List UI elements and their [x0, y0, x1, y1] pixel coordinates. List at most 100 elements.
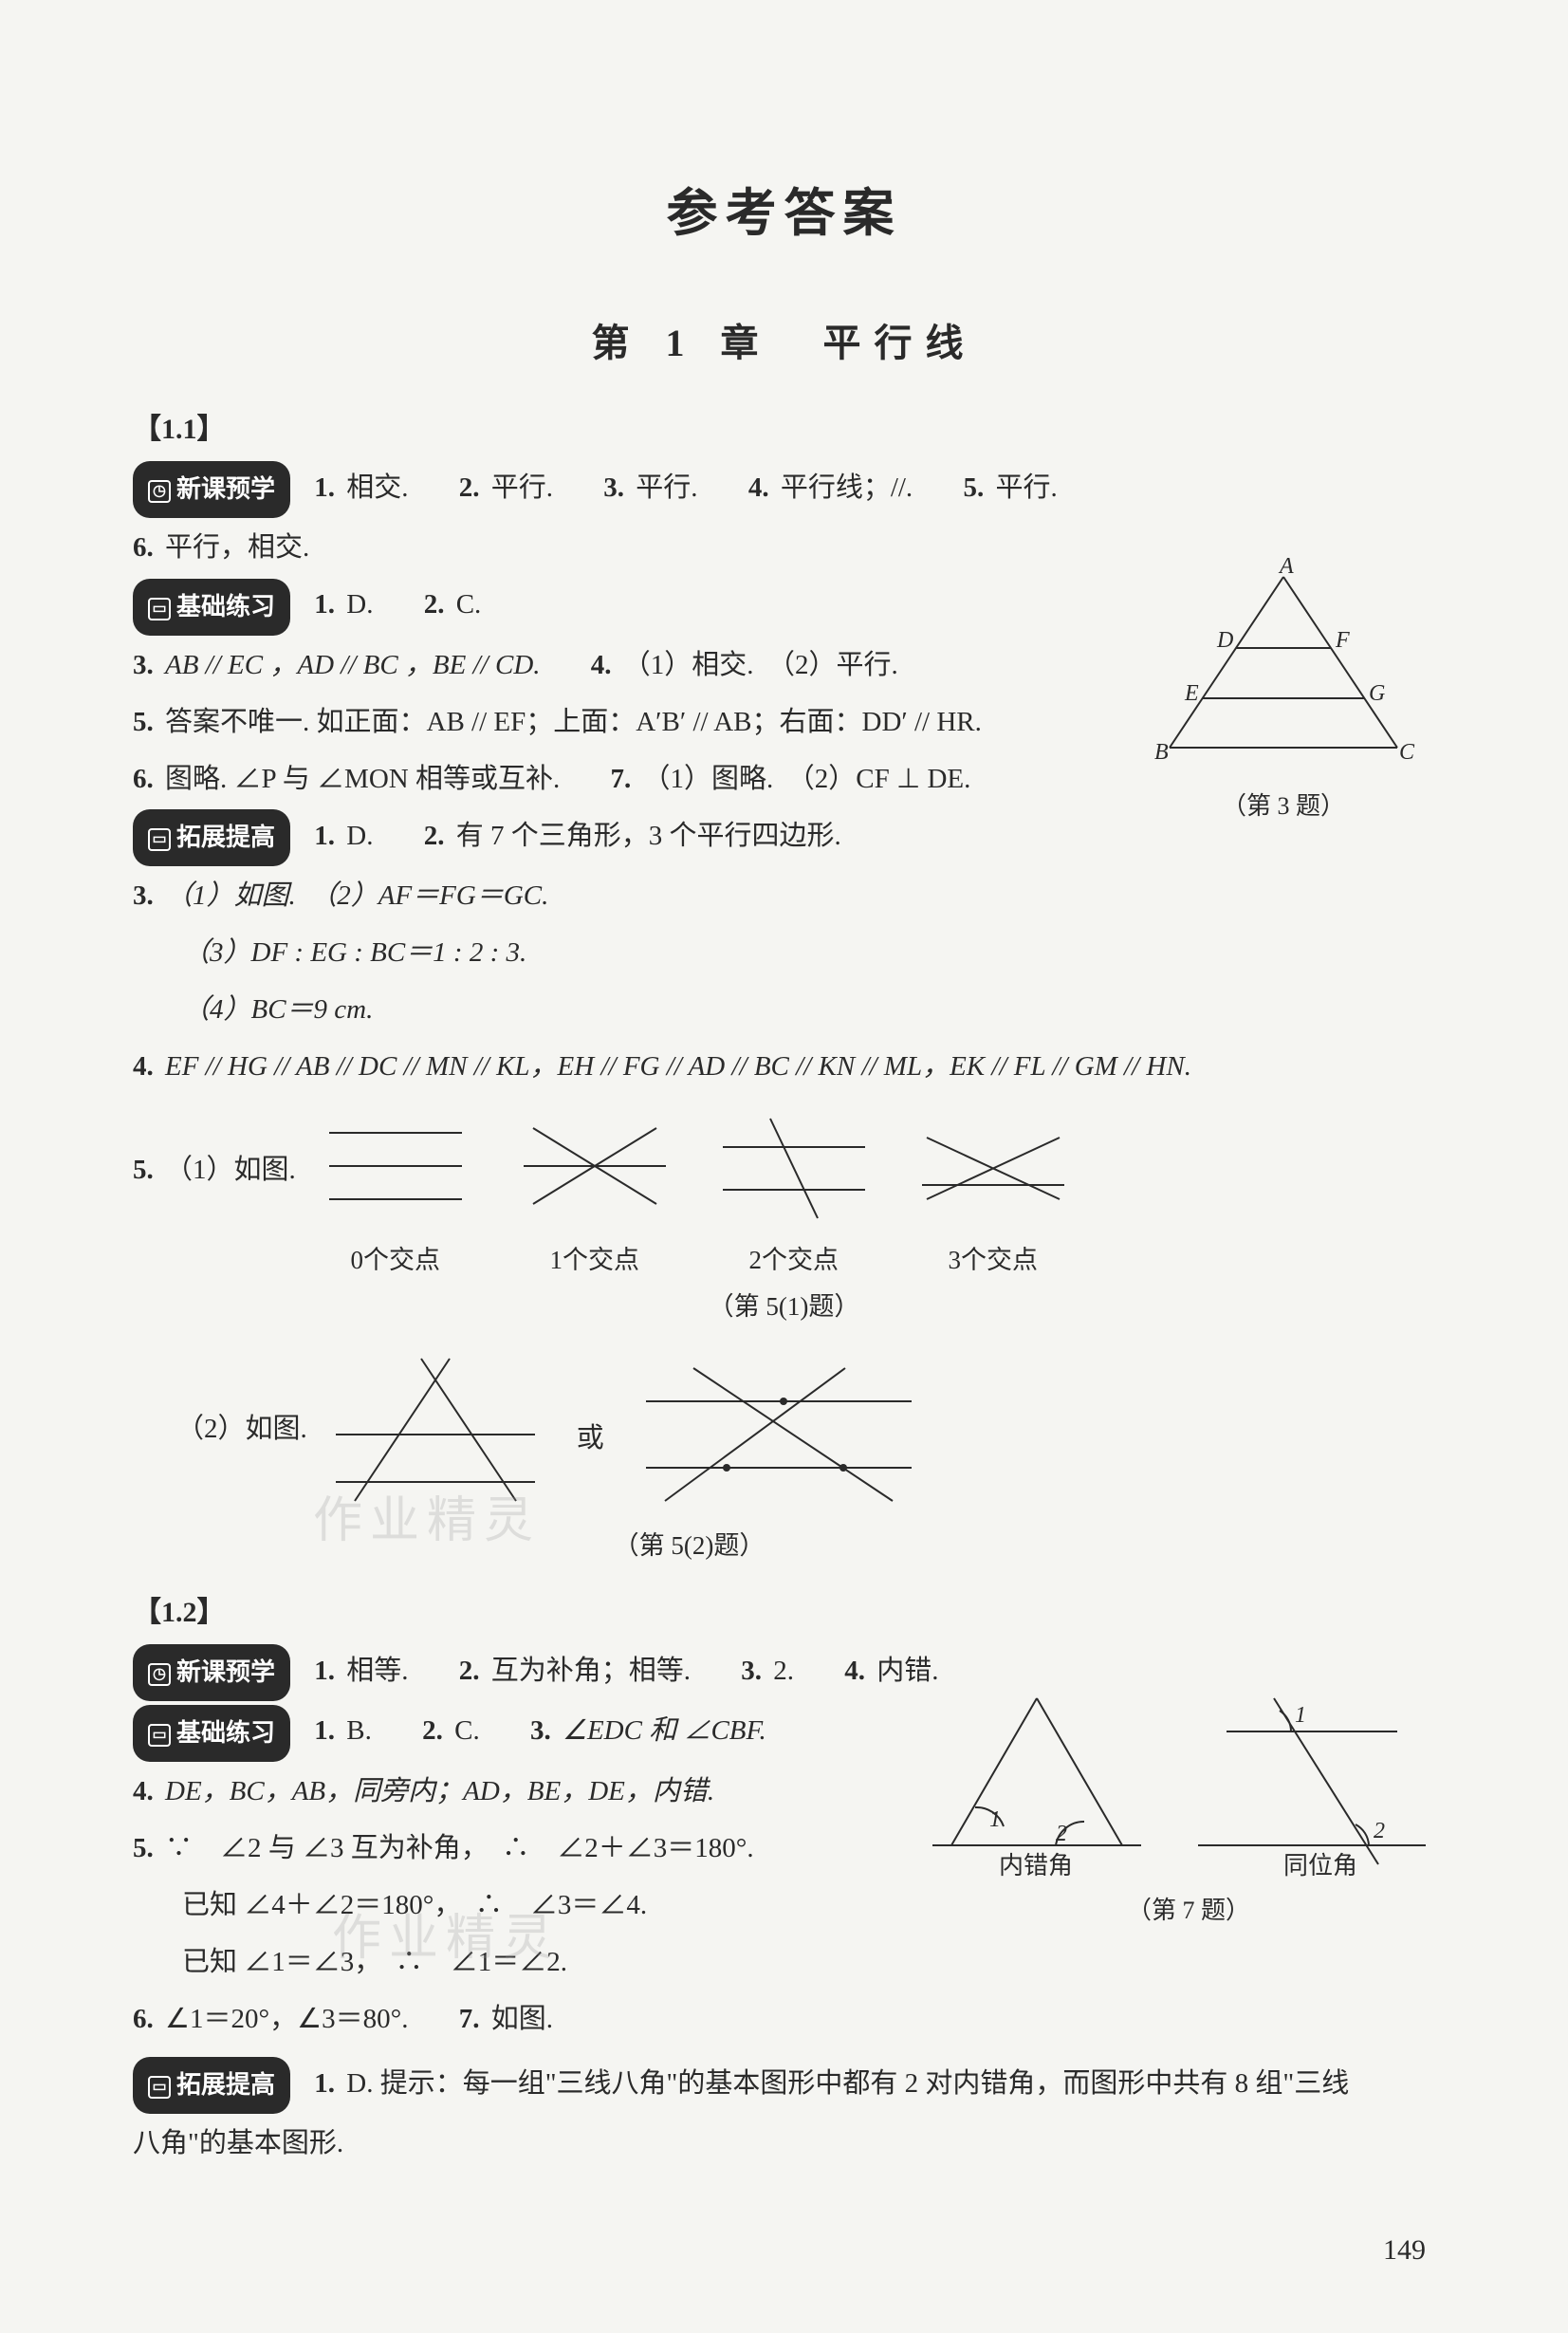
q: 7.	[610, 751, 642, 806]
a: 平行线；//.	[781, 472, 913, 503]
a: （4）BC＝9 cm.	[182, 994, 373, 1025]
row: 已知 ∠1＝∠3， ∴ ∠1＝∠2.	[133, 1935, 1435, 1990]
four-lines-a-icon	[326, 1349, 544, 1510]
fig-q5-2-caption: （第 5(2)题）	[0, 1525, 1435, 1562]
clock-icon: ◷	[148, 480, 171, 503]
a: （3）DF : EG : BC＝1 : 2 : 3.	[182, 937, 526, 968]
q: 5.	[133, 1155, 165, 1186]
row: 6.∠1＝20°，∠3＝80°. 7.如图.	[133, 1991, 1435, 2046]
q: 4.	[133, 1764, 165, 1819]
or-label: 或	[563, 1349, 618, 1455]
q: 4.	[844, 1643, 876, 1698]
fig-0pt-label: 0个交点	[315, 1239, 476, 1276]
q: 4.	[748, 460, 781, 515]
badge-extend-label: 拓展提高	[176, 824, 275, 851]
n2: 2	[1056, 1822, 1067, 1846]
a: D. 提示：每一组"三线八角"的基本图形中都有 2 对内错角，而图形中共有 8 …	[346, 2068, 1349, 2099]
badge-extend: ▭拓展提高	[133, 2057, 290, 2114]
a: C.	[454, 1715, 480, 1746]
s11-base-block: ▭基础练习 1.D. 2.C. 3.AB // EC ，AD // BC ，BE…	[133, 577, 1435, 1037]
q: 4.	[133, 1039, 165, 1094]
a: （1）图略. （2）CF ⊥ DE.	[642, 764, 970, 794]
a: 平行.	[995, 472, 1057, 503]
s11-preview-row: ◷新课预学 1.相交. 2.平行. 3.平行. 4.平行线；//. 5.平行.	[133, 460, 1435, 518]
clock-icon: ◷	[148, 1663, 171, 1686]
q: 1.	[314, 2056, 346, 2111]
a: （1）如图. （2）AF＝FG＝GC.	[165, 880, 548, 911]
badge-preview: ◷新课预学	[133, 461, 290, 518]
a: 2.	[773, 1656, 794, 1686]
lines-2-icon	[713, 1109, 875, 1223]
a: DE，BC，AB，同旁内；AD，BE，DE，内错.	[165, 1776, 714, 1806]
a: 相等.	[346, 1656, 408, 1686]
badge-preview-label: 新课预学	[176, 1658, 275, 1686]
page-number: 149	[1383, 2234, 1426, 2267]
q: 3.	[603, 460, 636, 515]
badge-basic-label: 基础练习	[176, 1719, 275, 1747]
badge-preview: ◷新课预学	[133, 1644, 290, 1701]
fig-5-2a	[326, 1349, 544, 1515]
q: 3.	[133, 638, 165, 693]
fig-q7: 1 2 内错角 1 2 同位角 （第 7 题）	[923, 1684, 1454, 1926]
n1: 1	[989, 1807, 1001, 1832]
page: 参考答案 第 1 章 平行线 【1.1】 ◷新课预学 1.相交. 2.平行. 3…	[0, 0, 1568, 2230]
fig-3pt-label: 3个交点	[913, 1239, 1074, 1276]
a: AB // EC ，AD // BC ，BE // CD.	[165, 650, 541, 680]
a: 内错.	[876, 1656, 938, 1686]
a: ∠EDC 和 ∠CBF.	[563, 1715, 766, 1746]
a: ∠1＝20°，∠3＝80°.	[165, 2004, 408, 2034]
a: 相交.	[346, 472, 408, 503]
a: 平行，相交.	[165, 532, 309, 563]
s12-ext-row: ▭拓展提高 1.D. 提示：每一组"三线八角"的基本图形中都有 2 对内错角，而…	[133, 2056, 1435, 2114]
q: 4.	[591, 638, 623, 693]
book-icon: ▭	[148, 1724, 171, 1747]
a: 图略. ∠P 与 ∠MON 相等或互补.	[165, 764, 560, 794]
q: 3.	[741, 1643, 773, 1698]
fig-1pt-label: 1个交点	[514, 1239, 675, 1276]
a: D.	[346, 589, 373, 620]
fig-q5-1-caption: （第 5(1)题）	[133, 1286, 1435, 1323]
q: 2.	[459, 460, 491, 515]
label-C: C	[1399, 740, 1415, 765]
q: 3.	[530, 1703, 563, 1758]
label-G: G	[1369, 681, 1385, 706]
label-F: F	[1335, 628, 1350, 653]
a: B.	[346, 1715, 372, 1746]
q: 5.	[963, 460, 995, 515]
q: 2.	[459, 1643, 491, 1698]
fig-3pt: 3个交点	[913, 1109, 1074, 1276]
a: 互为补角；相等.	[491, 1656, 691, 1686]
fig-q5-1-row: 5.（1）如图. 0个交点 1个交点 2个交点	[133, 1109, 1435, 1276]
fig-2pt-label: 2个交点	[713, 1239, 875, 1276]
a: 答案不唯一. 如正面：AB // EF；上面：A′B′ // AB；右面：DD′…	[165, 707, 982, 737]
a: （1）相交. （2）平行.	[623, 650, 898, 680]
row: （3）DF : EG : BC＝1 : 2 : 3.	[133, 925, 1435, 980]
row: （4）BC＝9 cm.	[133, 982, 1435, 1037]
badge-basic: ▭基础练习	[133, 579, 290, 636]
fig-2pt: 2个交点	[713, 1109, 875, 1276]
q: 1.	[314, 808, 346, 863]
label-D: D	[1216, 628, 1233, 653]
a: EF // HG // AB // DC // MN // KL，EH // F…	[165, 1051, 1191, 1082]
row: 3.（1）如图. （2）AF＝FG＝GC.	[133, 868, 1435, 923]
label-B: B	[1154, 740, 1169, 765]
fig-1pt: 1个交点	[514, 1109, 675, 1276]
row: 4.EF // HG // AB // DC // MN // KL，EH //…	[133, 1039, 1435, 1094]
badge-extend-label: 拓展提高	[176, 2071, 275, 2099]
q: 6.	[133, 520, 165, 575]
fig-0pt: 0个交点	[315, 1109, 476, 1276]
q: 3.	[133, 868, 165, 923]
page-icon: ▭	[148, 2076, 171, 2099]
n2: 2	[1374, 1819, 1385, 1843]
a: 八角"的基本图形.	[133, 2128, 343, 2158]
a: ∵ ∠2 与 ∠3 互为补角， ∴ ∠2＋∠3＝180°.	[165, 1833, 754, 1863]
a: 如图.	[491, 2004, 553, 2034]
lines-0-icon	[315, 1109, 476, 1223]
l2: 同位角	[1283, 1852, 1357, 1879]
main-title: 参考答案	[133, 171, 1435, 246]
q: 7.	[459, 1991, 491, 2046]
q: 2.	[424, 808, 456, 863]
fig-q3: A D F E G B C （第 3 题）	[1141, 567, 1426, 814]
l1: 内错角	[999, 1852, 1073, 1879]
badge-extend: ▭拓展提高	[133, 809, 290, 866]
